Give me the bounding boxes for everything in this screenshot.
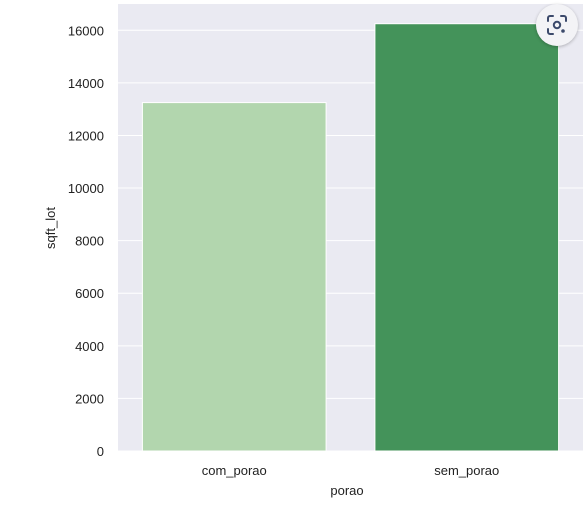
- visual-search-icon: [547, 15, 567, 35]
- y-tick-label: 8000: [75, 234, 104, 249]
- y-tick-label: 0: [97, 444, 104, 459]
- y-tick-label: 6000: [75, 286, 104, 301]
- bars: [141, 23, 560, 452]
- bar-sem_porao: [374, 23, 560, 452]
- x-axis-label: porao: [330, 483, 363, 498]
- y-tick-label: 12000: [68, 128, 104, 143]
- y-tick-label: 10000: [68, 181, 104, 196]
- y-tick-label: 14000: [68, 76, 104, 91]
- y-tick-labels: 0 2000 4000 6000 8000 10000 12000 14000 16000: [68, 23, 104, 459]
- visual-search-button[interactable]: [536, 4, 578, 46]
- x-tick-label-com_porao: com_porao: [202, 463, 267, 478]
- x-tick-label-sem_porao: sem_porao: [434, 463, 499, 478]
- y-tick-label: 4000: [75, 339, 104, 354]
- y-tick-label: 16000: [68, 23, 104, 38]
- y-tick-label: 2000: [75, 391, 104, 406]
- bar-com_porao: [141, 102, 327, 452]
- x-tick-labels: com_porao sem_porao: [202, 463, 500, 478]
- y-axis-label: sqft_lot: [43, 207, 58, 249]
